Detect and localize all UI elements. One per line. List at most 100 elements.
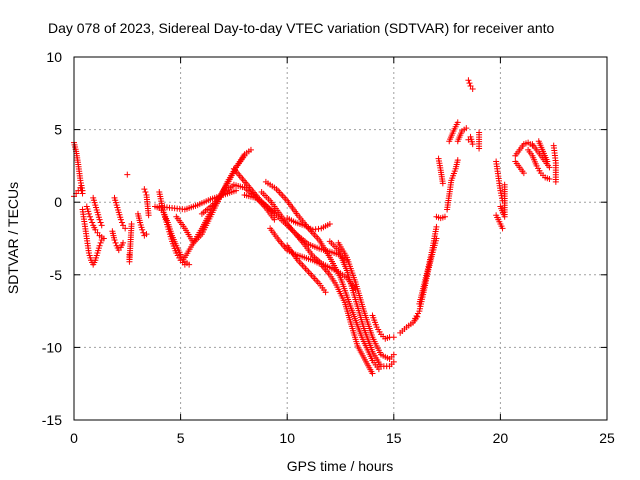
series-track-07 bbox=[111, 194, 129, 232]
series-track-45 bbox=[535, 138, 551, 165]
series-track-17 bbox=[230, 165, 278, 216]
data-point bbox=[454, 157, 461, 164]
data-point bbox=[439, 180, 446, 187]
series-track-15 bbox=[156, 187, 240, 213]
series-track-42 bbox=[512, 158, 527, 177]
data-point-interp bbox=[466, 80, 473, 87]
data-point bbox=[441, 213, 448, 220]
data-point bbox=[390, 351, 397, 358]
series-track-22 bbox=[267, 225, 376, 377]
x-tick-label: 10 bbox=[279, 430, 295, 446]
data-point bbox=[501, 181, 508, 188]
series-track-02 bbox=[71, 184, 86, 200]
series-track-03 bbox=[79, 206, 105, 268]
data-point bbox=[469, 141, 476, 148]
data-point bbox=[433, 223, 440, 230]
series-track-06 bbox=[109, 228, 127, 254]
data-point bbox=[186, 261, 193, 268]
data-point bbox=[546, 164, 553, 171]
series-track-01 bbox=[71, 139, 86, 194]
data-point bbox=[497, 187, 504, 194]
data-point bbox=[88, 216, 95, 223]
data-point bbox=[390, 334, 397, 341]
series-track-38 bbox=[493, 158, 506, 204]
data-point-interp bbox=[86, 213, 93, 220]
data-point bbox=[476, 145, 483, 152]
data-point bbox=[79, 190, 86, 197]
data-point-interp bbox=[77, 179, 84, 186]
data-point bbox=[552, 178, 559, 185]
y-tick-label: -10 bbox=[42, 339, 62, 355]
data-point-interp bbox=[497, 190, 504, 197]
data-point bbox=[100, 235, 107, 242]
data-point bbox=[85, 210, 92, 217]
series-track-34 bbox=[454, 125, 470, 145]
data-point bbox=[141, 186, 148, 193]
y-tick-label: 10 bbox=[46, 49, 62, 65]
data-point bbox=[241, 152, 248, 159]
data-point bbox=[271, 216, 278, 223]
series-track-04 bbox=[83, 203, 107, 242]
grid bbox=[74, 57, 607, 420]
data-point bbox=[390, 358, 397, 365]
x-tick-label: 5 bbox=[177, 430, 185, 446]
data-point bbox=[322, 289, 329, 296]
data-point bbox=[139, 226, 146, 233]
data-point-interp bbox=[97, 219, 104, 226]
data-point bbox=[124, 171, 131, 178]
data-point bbox=[465, 77, 472, 84]
data-point-interp bbox=[78, 187, 85, 194]
series-track-21 bbox=[284, 242, 329, 296]
x-tick-label: 0 bbox=[70, 430, 78, 446]
series-track-10 bbox=[141, 186, 152, 219]
data-point-interp bbox=[118, 219, 125, 226]
data-point-interp bbox=[498, 192, 505, 199]
series-track-33 bbox=[435, 155, 446, 187]
data-point bbox=[520, 170, 527, 177]
y-tick-label: 0 bbox=[54, 194, 62, 210]
series-track-05 bbox=[90, 194, 105, 229]
series-track-35 bbox=[465, 77, 476, 92]
data-point-interp bbox=[112, 239, 119, 246]
y-axis-label: SDTVAR / TECUs bbox=[5, 182, 21, 294]
series-track-20 bbox=[262, 178, 382, 373]
data-point bbox=[77, 184, 84, 191]
series-track-23 bbox=[284, 215, 333, 233]
data-point bbox=[98, 222, 105, 229]
data-point-interp bbox=[97, 239, 104, 246]
data-point bbox=[77, 177, 84, 184]
data-point bbox=[247, 146, 254, 153]
y-tick-label: -5 bbox=[50, 267, 63, 283]
series-track-30 bbox=[433, 213, 448, 222]
series-track-08 bbox=[124, 171, 135, 265]
series-track-37 bbox=[476, 129, 483, 152]
data-point bbox=[143, 231, 150, 238]
data-point bbox=[544, 158, 551, 165]
data-point bbox=[96, 216, 103, 223]
chart-title: Day 078 of 2023, Sidereal Day-to-day VTE… bbox=[48, 20, 555, 36]
series-track-26 bbox=[369, 312, 397, 342]
data-point bbox=[233, 187, 240, 194]
axis-ticks: 0 5 10 15 20 25 -15 -10 -5 0 5 10 bbox=[42, 49, 615, 446]
data-point bbox=[454, 119, 461, 126]
data-point-interp bbox=[89, 219, 96, 226]
data-point bbox=[120, 239, 127, 246]
data-point bbox=[499, 225, 506, 232]
data-point bbox=[546, 175, 553, 182]
data-point bbox=[96, 242, 103, 249]
data-point bbox=[326, 220, 333, 227]
series-track-46 bbox=[550, 142, 559, 185]
data-point bbox=[122, 225, 129, 232]
data-point bbox=[111, 236, 118, 243]
data-point bbox=[469, 85, 476, 92]
data-point bbox=[145, 212, 152, 219]
series-track-40 bbox=[497, 181, 508, 220]
data-point bbox=[369, 370, 376, 377]
x-tick-label: 20 bbox=[493, 430, 509, 446]
data-point bbox=[128, 220, 135, 227]
data-point bbox=[463, 125, 470, 132]
series-track-36 bbox=[465, 133, 476, 148]
series-track-43 bbox=[525, 146, 553, 182]
series-track-29 bbox=[416, 223, 440, 307]
